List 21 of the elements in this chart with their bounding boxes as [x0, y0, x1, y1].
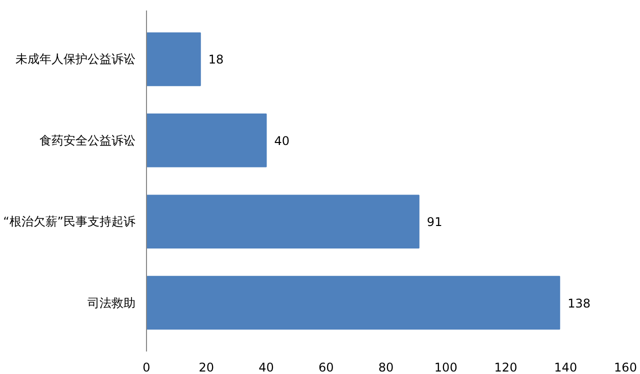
bar — [146, 276, 560, 330]
y-tick-label: 食药安全公益诉讼 — [40, 133, 136, 148]
x-tick-label: 120 — [494, 360, 518, 374]
y-tick-label: 司法救助 — [88, 296, 136, 310]
x-tick-label: 160 — [614, 360, 637, 374]
x-tick-label: 20 — [198, 360, 214, 374]
bar — [146, 32, 201, 86]
x-tick-label: 40 — [258, 360, 274, 374]
bar — [146, 194, 420, 248]
x-tick-label: 80 — [378, 360, 394, 374]
y-tick-label: “根治欠薪”民事支持起诉 — [3, 214, 136, 229]
data-label: 138 — [568, 296, 591, 310]
x-tick-label: 0 — [142, 360, 150, 374]
x-tick-label: 100 — [434, 360, 458, 374]
data-label: 91 — [426, 215, 442, 230]
data-label: 40 — [274, 134, 290, 148]
x-tick-label: 140 — [554, 360, 578, 374]
y-tick-label: 未成年人保护公益诉讼 — [16, 52, 136, 66]
x-tick-label: 60 — [318, 360, 334, 374]
data-label: 18 — [208, 52, 224, 67]
bar — [146, 114, 267, 168]
